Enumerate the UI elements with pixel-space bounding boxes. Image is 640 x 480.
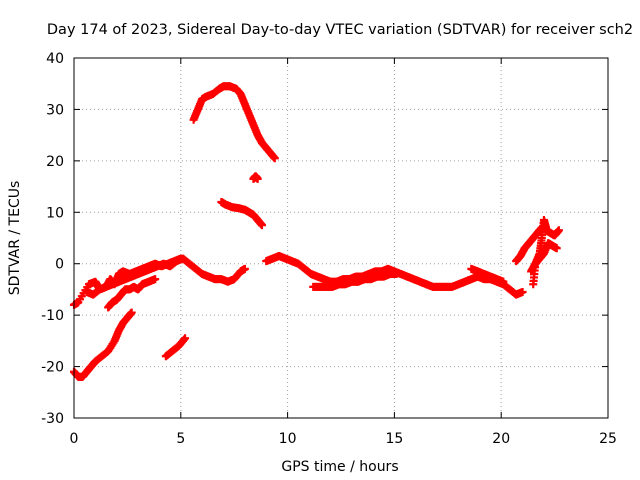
data-point — [151, 275, 160, 284]
series-upper-hump — [189, 82, 279, 163]
series-afternoon — [422, 272, 527, 299]
series-late-evening — [512, 223, 563, 266]
x-tick-label: 5 — [176, 431, 185, 447]
data-point — [253, 174, 262, 183]
series-lower-short — [161, 334, 190, 361]
y-tick-label: 10 — [46, 205, 64, 221]
data-point — [392, 270, 401, 278]
chart-title: Day 174 of 2023, Sidereal Day-to-day VTE… — [47, 22, 633, 38]
series-isolated-22h — [249, 172, 262, 183]
series-mid-10 — [217, 198, 266, 230]
y-tick-label: 30 — [46, 102, 64, 118]
data-point — [127, 308, 136, 317]
grid-layer — [73, 57, 609, 419]
series-morning-mid — [82, 254, 249, 299]
series-afternoon-bump — [467, 264, 508, 286]
y-tick-label: -20 — [41, 360, 64, 376]
points-layer — [70, 82, 563, 381]
x-tick-label: 15 — [385, 431, 403, 447]
data-point — [499, 277, 508, 286]
y-tick-labels: -30 -20 -10 0 10 20 30 40 — [41, 51, 64, 427]
y-tick-label: 40 — [46, 51, 64, 67]
y-tick-label: -10 — [41, 308, 64, 324]
y-tick-label: 0 — [55, 257, 64, 273]
data-point — [181, 334, 190, 343]
data-point — [542, 223, 551, 232]
plot-frame — [73, 57, 609, 419]
data-point — [240, 264, 249, 273]
series-late-spike — [529, 216, 551, 289]
data-point — [552, 244, 561, 253]
series-morning-low — [104, 275, 160, 312]
x-tick-labels: 0 5 10 15 20 25 — [70, 431, 617, 447]
data-point — [554, 226, 563, 235]
x-tick-label: 20 — [492, 431, 510, 447]
series-midday-lower — [309, 270, 401, 291]
data-point — [518, 288, 527, 296]
data-point — [257, 221, 266, 230]
data-point — [270, 154, 279, 163]
x-tick-label: 25 — [599, 431, 617, 447]
y-tick-label: 20 — [46, 154, 64, 170]
x-tick-label: 0 — [70, 431, 79, 447]
y-axis-label: SDTVAR / TECUs — [7, 181, 23, 296]
y-tick-label: -30 — [41, 411, 64, 427]
series-lower-rise — [70, 308, 136, 381]
x-axis-label: GPS time / hours — [281, 459, 398, 475]
x-tick-label: 10 — [279, 431, 297, 447]
